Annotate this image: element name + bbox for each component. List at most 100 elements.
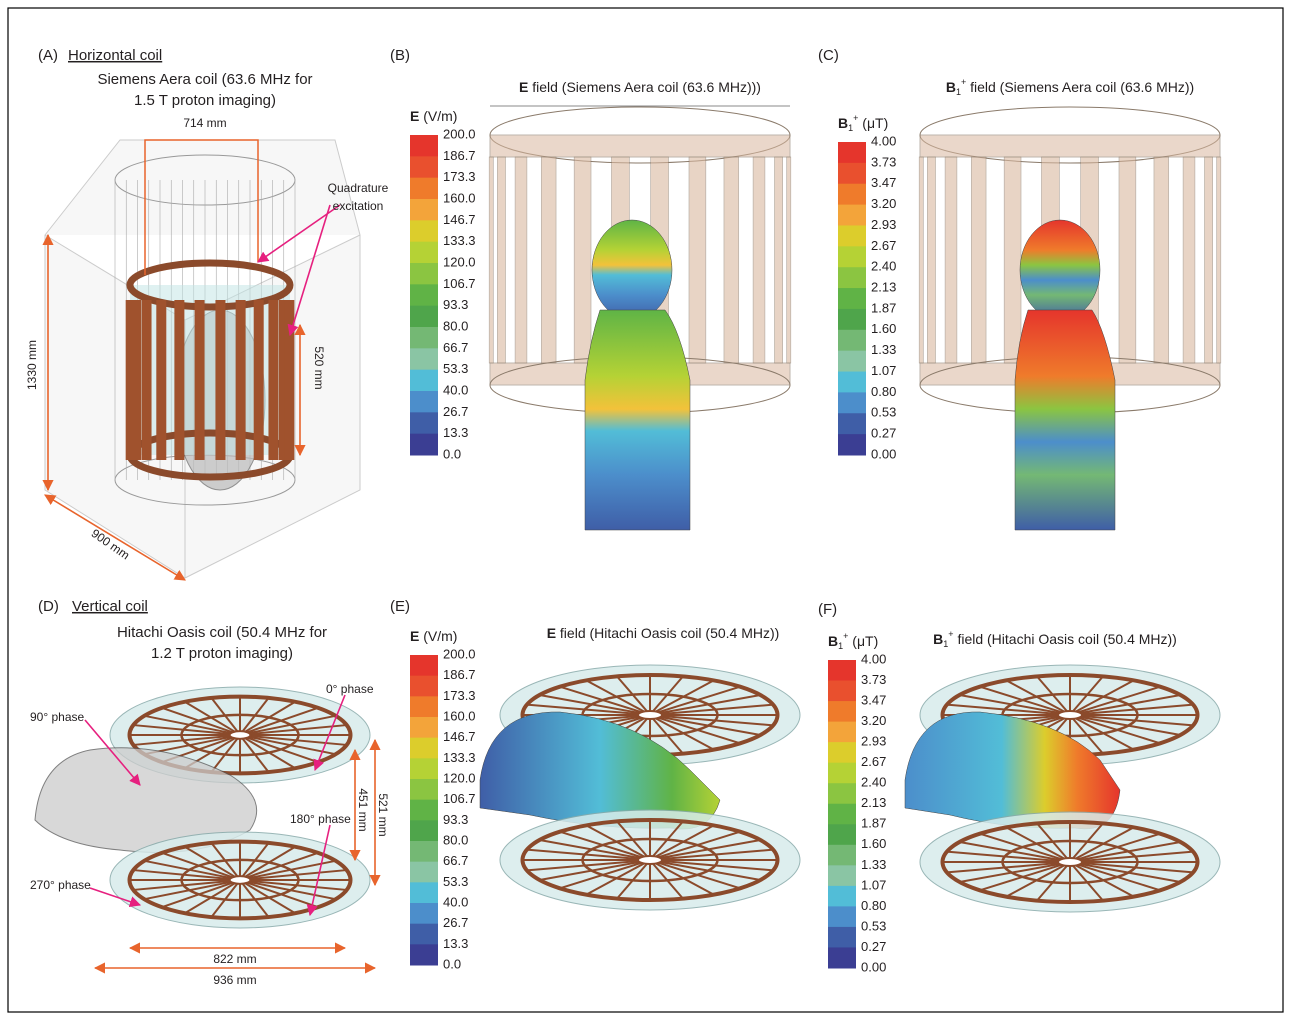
colorbar-tick-label: 0.0: [443, 956, 461, 971]
cylinder-rung: [787, 157, 791, 363]
colorbar-segment: [838, 309, 866, 330]
cylinder-band: [920, 135, 1220, 157]
panel-subtitle: 1.5 T proton imaging): [134, 92, 276, 109]
coil-hub: [230, 731, 251, 739]
colorbar-segment: [838, 413, 866, 434]
cylinder-rung: [1205, 157, 1213, 363]
colorbar-segment: [410, 306, 438, 328]
coil-rung: [195, 300, 205, 460]
colorbar-segment: [410, 263, 438, 285]
colorbar-tick-label: 26.7: [443, 915, 468, 930]
symbol: B: [838, 115, 848, 131]
colorbar-segment: [828, 865, 856, 886]
colorbar-segment: [828, 845, 856, 866]
panel-subtitle: Siemens Aera coil (63.6 MHz for: [97, 71, 312, 88]
symbol: E: [410, 108, 419, 124]
colorbar-segment: [410, 924, 438, 945]
colorbar-tick-label: 1.33: [861, 857, 886, 872]
symbol: B: [933, 631, 943, 647]
colorbar-segment: [828, 660, 856, 681]
colorbar-tick-label: 106.7: [443, 276, 476, 291]
colorbar-tick-label: 0.80: [861, 898, 886, 913]
colorbar-tick-label: 0.80: [871, 384, 896, 399]
torso: [1015, 310, 1115, 530]
colorbar-tick-label: 2.67: [871, 238, 896, 253]
colorbar-segment: [828, 824, 856, 845]
colorbar-tick-label: 133.3: [443, 750, 476, 765]
colorbar-tick-label: 93.3: [443, 297, 468, 312]
colorbar-tick-label: 0.0: [443, 446, 461, 461]
colorbar-tick-label: 3.47: [861, 693, 886, 708]
colorbar-tick-label: 0.00: [871, 446, 896, 461]
subscript: 1: [943, 639, 948, 649]
colorbar-tick-label: 173.3: [443, 169, 476, 184]
cylinder-rung: [515, 157, 527, 363]
colorbar-tick-label: 146.7: [443, 212, 476, 227]
symbol: B: [828, 633, 838, 649]
label-text: field (Hitachi Oasis coil (50.4 MHz)): [954, 631, 1177, 647]
colorbar-segment: [410, 391, 438, 413]
colorbar-tick-label: 0.27: [871, 426, 896, 441]
panel-heading: Vertical coil: [72, 598, 148, 615]
colorbar-tick-label: 186.7: [443, 148, 476, 163]
annotation: 270° phase: [30, 878, 91, 892]
colorbar-tick-label: 1.87: [861, 816, 886, 831]
annotation: 451 mm: [356, 788, 370, 831]
panel-heading: Horizontal coil: [68, 47, 162, 64]
cylinder-rung: [541, 157, 556, 363]
colorbar-segment: [838, 330, 866, 351]
colorbar-tick-label: 40.0: [443, 382, 468, 397]
colorbar-segment: [838, 246, 866, 267]
colorbar-tick-label: 2.93: [861, 734, 886, 749]
colorbar-segment: [410, 944, 438, 965]
colorbar-segment: [410, 242, 438, 264]
colorbar-segment: [838, 392, 866, 413]
colorbar-tick-label: 1.07: [871, 363, 896, 378]
colorbar-tick-label: 2.67: [861, 754, 886, 769]
cylinder-rung: [689, 157, 706, 363]
torso: [585, 310, 690, 530]
colorbar-tick-label: 120.0: [443, 770, 476, 785]
colorbar-tick-label: 1.07: [861, 877, 886, 892]
colorbar-segment: [828, 763, 856, 784]
cylinder-rung: [1183, 157, 1195, 363]
colorbar-tick-label: 13.3: [443, 936, 468, 951]
colorbar-tick-label: 200.0: [443, 126, 476, 141]
colorbar-segment: [828, 783, 856, 804]
colorbar-tick-label: 120.0: [443, 254, 476, 269]
symbol: B: [946, 79, 956, 95]
colorbar-segment: [410, 882, 438, 903]
panel-label: (A): [38, 47, 58, 64]
coil-rung: [174, 300, 184, 460]
colorbar-segment: [410, 800, 438, 821]
colorbar-tick-label: 80.0: [443, 832, 468, 847]
colorbar-segment: [838, 225, 866, 246]
colorbar-segment: [838, 372, 866, 393]
colorbar-segment: [828, 804, 856, 825]
coil-hub: [638, 711, 662, 719]
coil-rung: [236, 300, 246, 460]
annotation: 90° phase: [30, 710, 85, 724]
colorbar-tick-label: 3.73: [871, 154, 896, 169]
colorbar-segment: [838, 205, 866, 226]
colorbar-tick-label: 93.3: [443, 812, 468, 827]
illustrations: [35, 107, 1221, 968]
cylinder-rung: [927, 157, 935, 363]
colorbar-tick-label: 0.00: [861, 959, 886, 974]
colorbar-segment: [410, 841, 438, 862]
formatted-label: E field (Hitachi Oasis coil (50.4 MHz)): [547, 625, 780, 641]
annotation: Quadrature: [328, 181, 389, 195]
label-text: (μT): [848, 633, 878, 649]
colorbar-segment: [410, 717, 438, 738]
colorbar-tick-label: 173.3: [443, 688, 476, 703]
colorbar-segment: [410, 412, 438, 434]
colorbar-segment: [410, 434, 438, 456]
colorbar-tick-label: 66.7: [443, 853, 468, 868]
colorbar-tick-label: 2.13: [871, 280, 896, 295]
coil-rung: [156, 300, 166, 460]
cylinder-rung: [489, 157, 493, 363]
colorbar-tick-label: 0.27: [861, 939, 886, 954]
colorbar-segment: [410, 220, 438, 242]
colorbar-tick-label: 1.60: [871, 321, 896, 336]
symbol: E: [410, 628, 419, 644]
